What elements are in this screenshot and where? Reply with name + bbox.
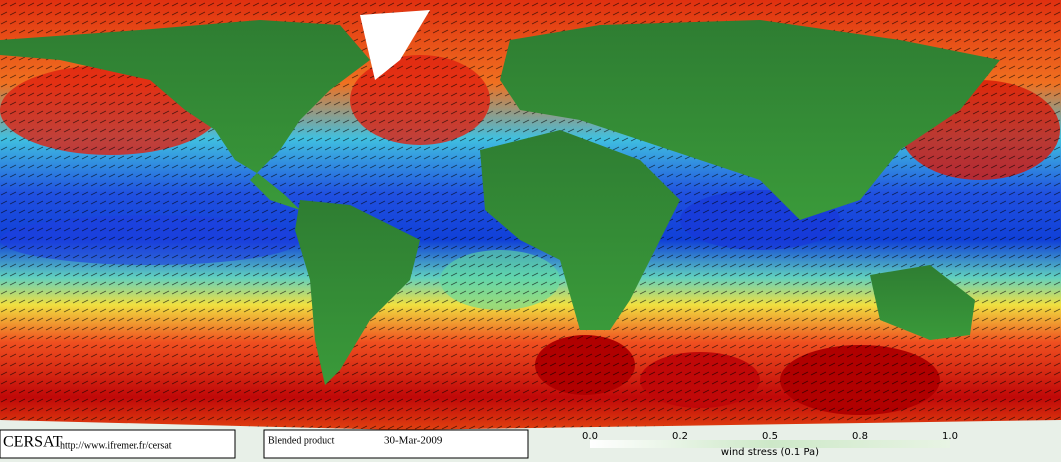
url: http://www.ifremer.fr/cersat <box>60 440 172 451</box>
colorbar-tick-label: 1.0 <box>942 431 958 442</box>
colorbar-scale <box>590 440 950 448</box>
colorbar-label: wind stress (0.1 Pa) <box>721 447 819 458</box>
colorbar-tick-label: 0.0 <box>582 431 598 442</box>
product-box <box>263 429 529 459</box>
colorbar-tick-label: 0.2 <box>672 431 688 442</box>
brand: CERSAT <box>3 434 63 451</box>
colorbar-tick-label: 0.5 <box>762 431 778 442</box>
brand-box <box>0 429 236 459</box>
date: 30-Mar-2009 <box>384 435 443 447</box>
colorbar-tick-label: 0.8 <box>852 431 868 442</box>
product: Blended product <box>268 435 335 446</box>
footer: CERSAT http://www.ifremer.fr/cersat Blen… <box>0 429 529 459</box>
colorbar: wind stress (0.1 Pa) 0.0 0.2 0.5 0.8 1.0 <box>582 431 958 458</box>
